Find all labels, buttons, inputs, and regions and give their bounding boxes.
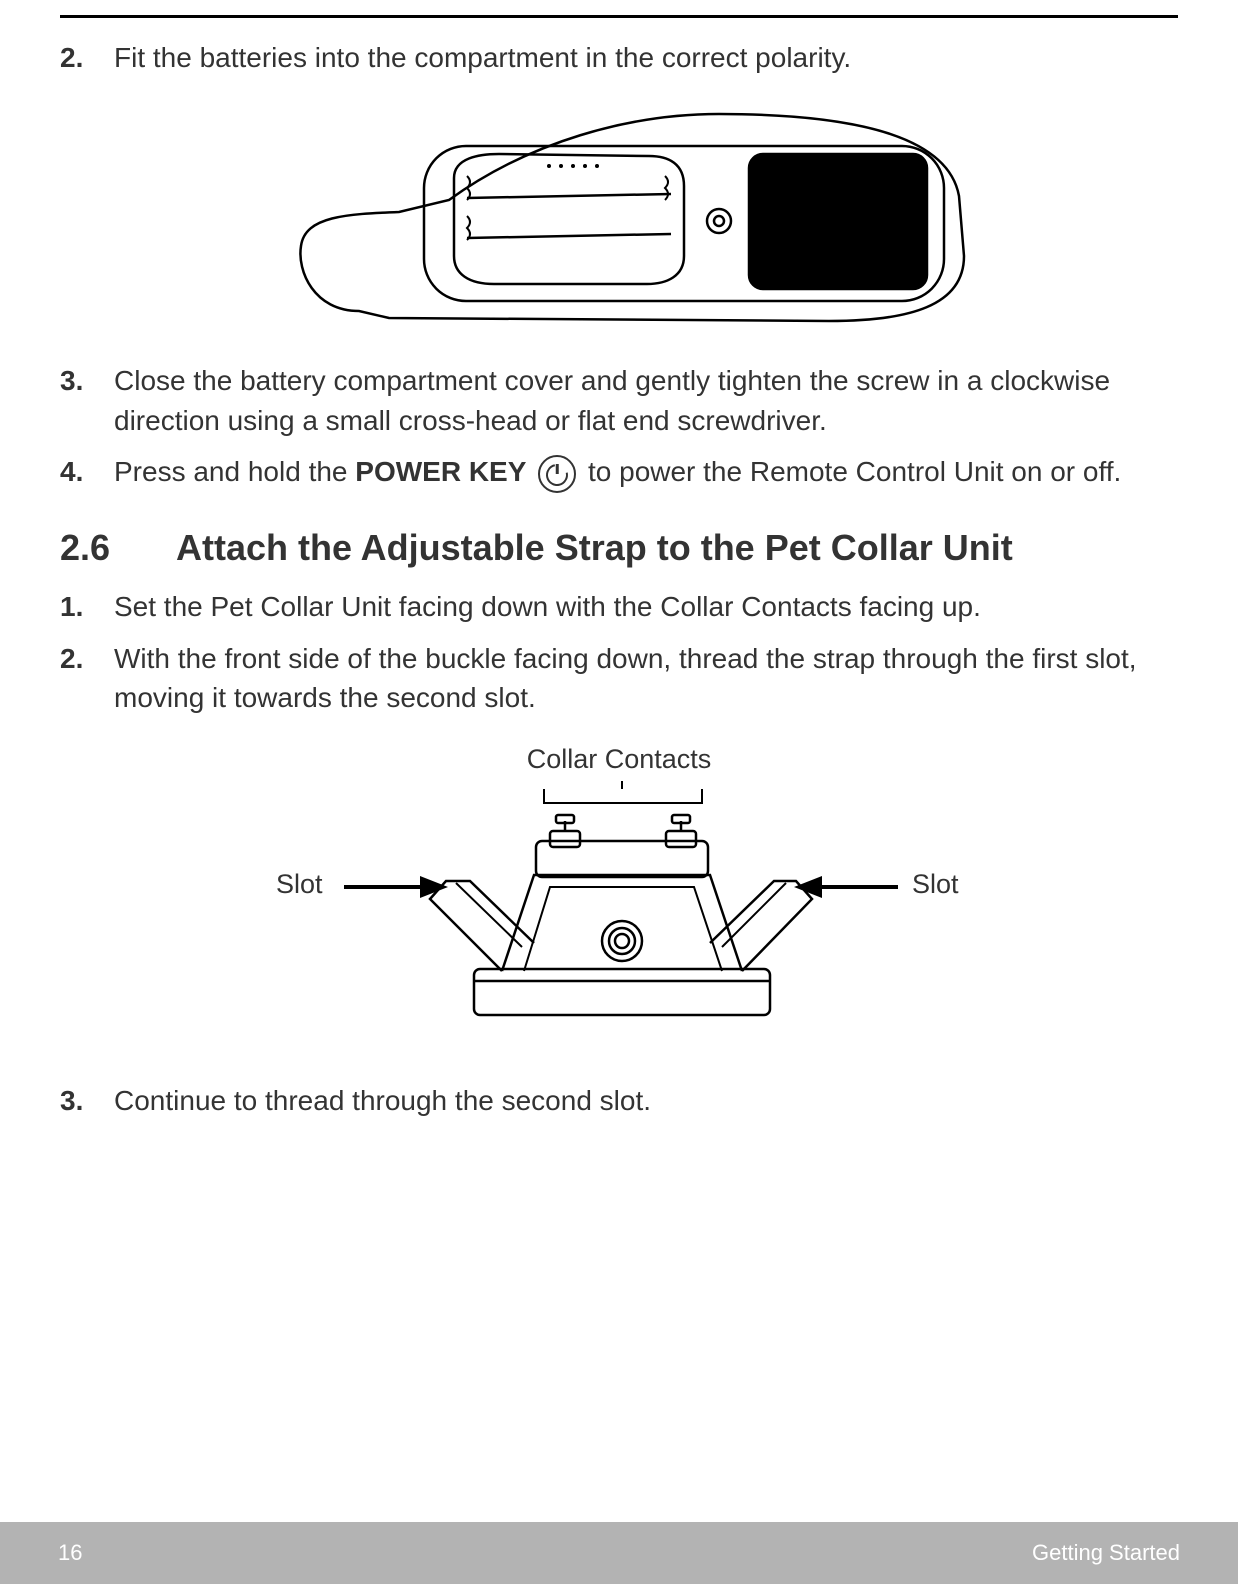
arrow-right-line	[820, 885, 898, 889]
step-text: Set the Pet Collar Unit facing down with…	[114, 587, 1178, 627]
top-rule	[60, 15, 1178, 18]
step-text: Continue to thread through the second sl…	[114, 1081, 1178, 1121]
step-text: Press and hold the POWER KEY to power th…	[114, 452, 1178, 493]
collar-step-3: 3. Continue to thread through the second…	[60, 1081, 1178, 1121]
step-power-key: 4. Press and hold the POWER KEY to power…	[60, 452, 1178, 493]
figure-collar-unit: Collar Contacts	[60, 744, 1178, 1041]
step-text: With the front side of the buckle facing…	[114, 639, 1178, 719]
collar-svg	[234, 781, 1004, 1041]
page-number: 16	[58, 1540, 82, 1566]
page-footer: 16 Getting Started	[0, 1522, 1238, 1584]
slot-label-right: Slot	[912, 869, 959, 900]
power-post: to power the Remote Control Unit on or o…	[588, 456, 1121, 487]
step-number: 4.	[60, 452, 114, 493]
section-heading: 2.6 Attach the Adjustable Strap to the P…	[60, 527, 1178, 569]
step-text: Fit the batteries into the compartment i…	[114, 38, 1178, 78]
step-fit-batteries: 2. Fit the batteries into the compartmen…	[60, 38, 1178, 78]
arrow-right-head	[794, 876, 822, 898]
step-text: Close the battery compartment cover and …	[114, 361, 1178, 441]
collar-contacts-label: Collar Contacts	[527, 744, 712, 775]
step-number: 2.	[60, 639, 114, 719]
power-icon	[538, 455, 576, 493]
collar-step-2: 2. With the front side of the buckle fac…	[60, 639, 1178, 719]
figure-battery-compartment	[60, 106, 1178, 341]
remote-diagram-svg	[269, 106, 969, 341]
step-close-cover: 3. Close the battery compartment cover a…	[60, 361, 1178, 441]
step-number: 3.	[60, 1081, 114, 1121]
collar-step-1: 1. Set the Pet Collar Unit facing down w…	[60, 587, 1178, 627]
step-number: 3.	[60, 361, 114, 441]
slot-label-left: Slot	[276, 869, 323, 900]
power-pre: Press and hold the	[114, 456, 355, 487]
section-number: 2.6	[60, 527, 176, 569]
step-number: 1.	[60, 587, 114, 627]
arrow-left-head	[420, 876, 448, 898]
power-key-label: POWER KEY	[355, 456, 526, 487]
arrow-left-line	[344, 885, 422, 889]
chapter-name: Getting Started	[1032, 1540, 1180, 1566]
step-number: 2.	[60, 38, 114, 78]
section-title: Attach the Adjustable Strap to the Pet C…	[176, 527, 1013, 569]
